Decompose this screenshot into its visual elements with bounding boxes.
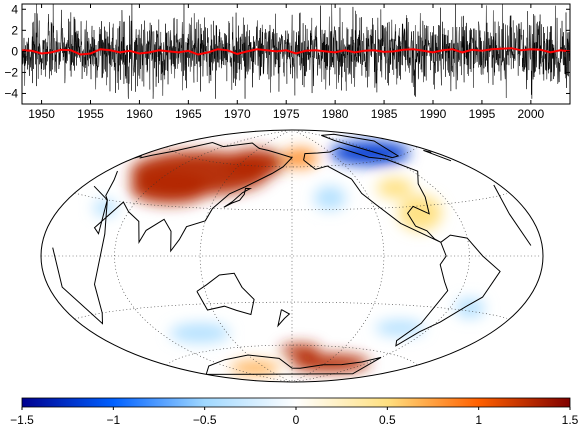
x-tick-label: 1950 xyxy=(28,107,55,121)
anomaly-patch xyxy=(455,298,485,318)
x-tick-label: 1955 xyxy=(77,107,104,121)
anomaly-patch xyxy=(230,361,280,375)
globe-outline xyxy=(40,129,544,383)
colorbar-tick-label: 1.5 xyxy=(562,413,579,427)
colorbar-tick-label: 0.5 xyxy=(379,413,396,427)
daily-index-series xyxy=(21,3,571,99)
parallel-line xyxy=(166,146,417,168)
smoothed-index-series xyxy=(21,47,571,56)
x-axis-ticks: 1950 1955 1960 1965 1970 1975 1980 1985 1990 1995… xyxy=(28,4,545,121)
time-series-panel: 1950 1955 1960 1965 1970 1975 1980 1985 1990 1995… xyxy=(4,2,571,121)
y-tick-label: −2 xyxy=(4,65,18,79)
colorbar-tick-label: 0 xyxy=(293,413,300,427)
anomaly-patch xyxy=(377,178,413,198)
anomaly-patch xyxy=(280,344,320,356)
x-tick-label: 2000 xyxy=(518,107,545,121)
y-tick-label: 4 xyxy=(11,2,18,16)
colorbar-tick-label: −1 xyxy=(106,413,120,427)
colorbar-tick-label: 1 xyxy=(475,413,482,427)
x-tick-label: 1995 xyxy=(469,107,496,121)
coastline-path xyxy=(303,147,442,243)
anomaly-patch xyxy=(398,195,442,231)
anomaly-patch xyxy=(375,320,425,336)
coastline-path xyxy=(196,272,255,316)
y-tick-label: 0 xyxy=(11,44,18,58)
x-tick-label: 1960 xyxy=(126,107,153,121)
coastline-path xyxy=(321,133,400,159)
y-tick-label: 2 xyxy=(11,23,18,37)
colorbar-tick-label: −1.5 xyxy=(10,413,34,427)
x-tick-label: 1980 xyxy=(322,107,349,121)
anomaly-patch xyxy=(130,172,210,204)
graticule-lines xyxy=(41,130,540,382)
x-tick-label: 1965 xyxy=(175,107,202,121)
anomaly-patch xyxy=(225,149,285,177)
coastline-path xyxy=(277,309,291,328)
anomaly-patch xyxy=(272,236,312,276)
x-tick-label: 1975 xyxy=(273,107,300,121)
anomaly-patch xyxy=(314,186,346,210)
parallel-line xyxy=(166,344,417,366)
colorbar-tick-label: −0.5 xyxy=(193,413,217,427)
x-tick-label: 1970 xyxy=(224,107,251,121)
anomaly-patch xyxy=(330,141,410,165)
anomaly-patch xyxy=(290,354,370,372)
colorbar: −1.5 −1 −0.5 0 0.5 1 1.5 xyxy=(10,397,579,427)
y-axis-ticks: −4 −2 0 2 4 xyxy=(4,2,570,100)
anomaly-patch xyxy=(170,323,230,343)
colorbar-ticks: −1.5 −1 −0.5 0 0.5 1 1.5 xyxy=(10,407,579,427)
coastline-path xyxy=(395,234,501,347)
daily-index-line xyxy=(21,3,571,99)
x-tick-label: 1985 xyxy=(371,107,398,121)
x-tick-label: 1990 xyxy=(420,107,447,121)
anomaly-map-panel xyxy=(40,129,544,383)
anomaly-patch xyxy=(93,200,117,216)
anomaly-patch xyxy=(282,148,318,168)
colorbar-gradient xyxy=(21,397,571,408)
coastline-path xyxy=(223,187,253,208)
anomaly-field xyxy=(93,141,485,375)
y-tick-label: −4 xyxy=(4,86,18,100)
coastline-path xyxy=(52,184,532,325)
